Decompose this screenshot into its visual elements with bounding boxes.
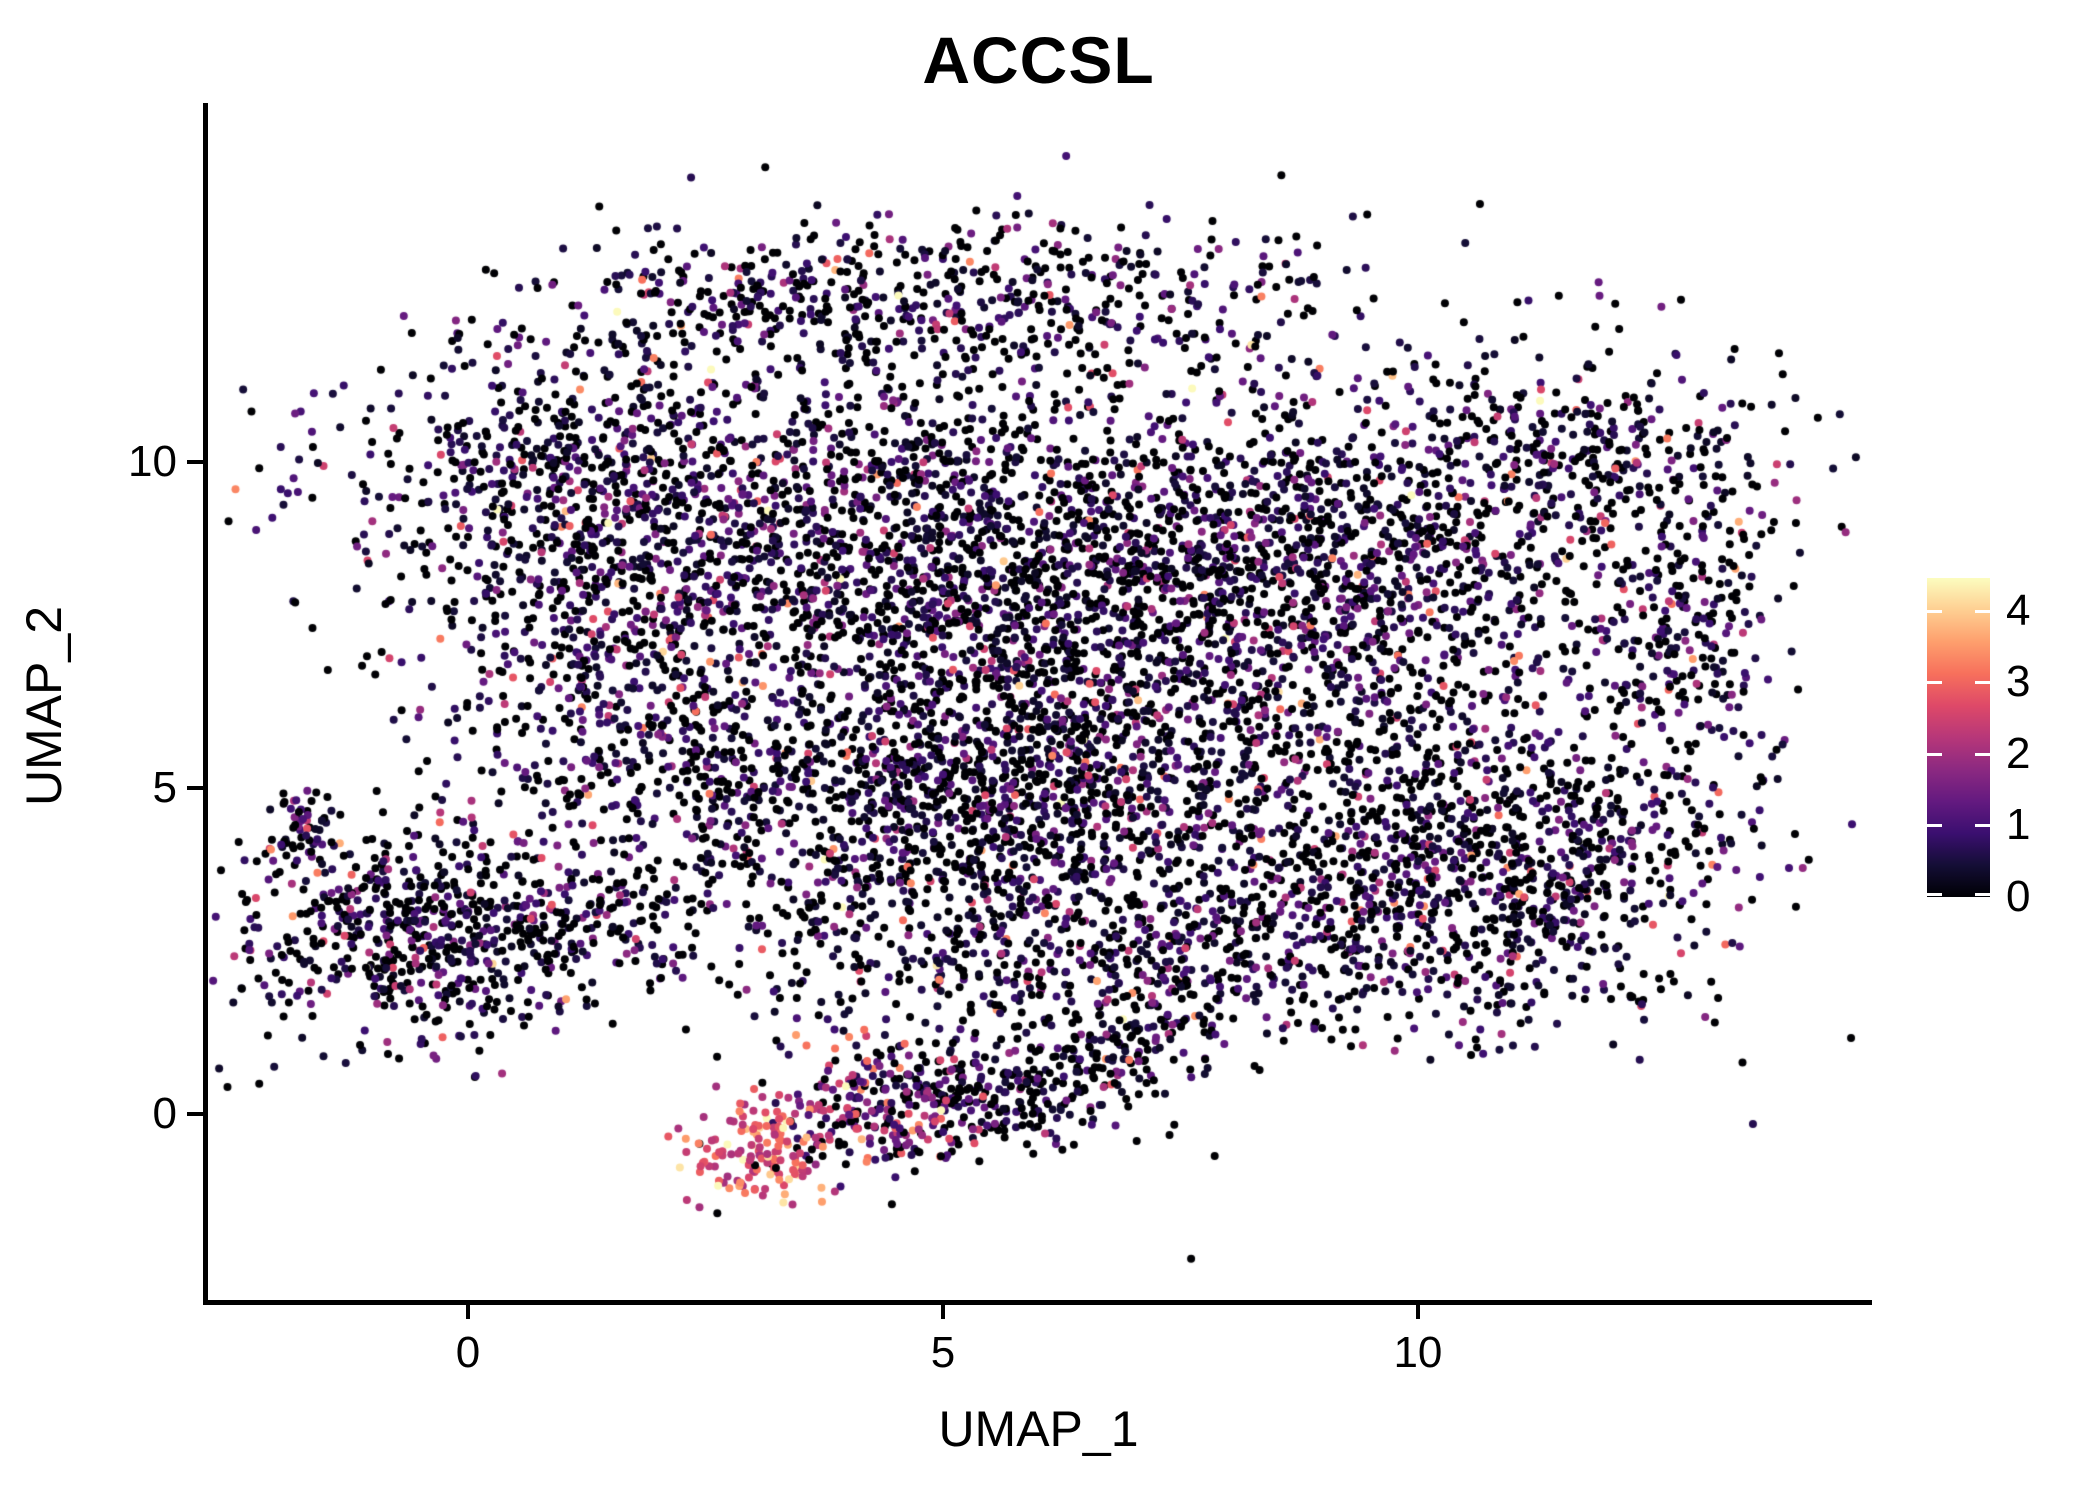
y-tick-label: 0: [152, 1088, 177, 1138]
colorbar-tick-mark: [1975, 824, 1990, 828]
y-axis-line: [203, 103, 208, 1305]
colorbar-tick-mark: [1927, 893, 1942, 896]
x-tick-label: 0: [455, 1328, 481, 1377]
colorbar-tick-label: 4: [2006, 585, 2031, 635]
colorbar-tick-mark: [1975, 609, 1990, 613]
colorbar-tick-mark: [1927, 824, 1942, 828]
y-tick-label: 10: [128, 436, 177, 486]
colorbar-tick-mark: [1927, 609, 1942, 613]
colorbar-tick-label: 2: [2006, 728, 2031, 778]
colorbar-tick-mark: [1927, 752, 1942, 756]
colorbar-tick-mark: [1927, 681, 1942, 685]
x-tick-label: 10: [1393, 1328, 1443, 1377]
expression-colorbar: [1927, 578, 1990, 897]
y-axis-title: UMAP_2: [16, 605, 72, 807]
colorbar-tick-label: 3: [2006, 657, 2031, 707]
colorbar-tick-mark: [1975, 681, 1990, 685]
colorbar-tick-mark: [1975, 893, 1990, 896]
y-tick-mark: [187, 785, 203, 790]
x-tick-mark: [466, 1303, 471, 1319]
y-tick-label: 5: [152, 762, 177, 812]
x-axis-line: [203, 1300, 1872, 1305]
x-tick-label: 5: [930, 1328, 956, 1377]
y-tick-mark: [187, 459, 203, 464]
x-tick-mark: [1415, 1303, 1420, 1319]
colorbar-tick-label: 1: [2006, 800, 2031, 850]
x-tick-mark: [940, 1303, 945, 1319]
x-axis-title: UMAP_1: [938, 1401, 1139, 1457]
y-tick-mark: [187, 1111, 203, 1116]
colorbar-tick-mark: [1975, 752, 1990, 756]
colorbar-tick-label: 0: [2006, 872, 2031, 921]
page-title: ACCSL: [922, 23, 1155, 97]
